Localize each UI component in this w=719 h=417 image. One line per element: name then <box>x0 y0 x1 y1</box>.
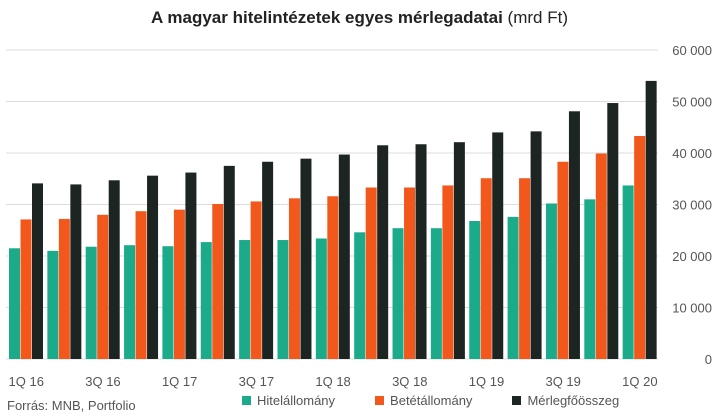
bar-hitelallomany <box>9 248 20 359</box>
bar-hitelallomany <box>162 246 174 359</box>
chart-title-unit: (mrd Ft) <box>507 8 568 27</box>
bar-betetallomany <box>97 214 109 359</box>
bar-betetallomany <box>365 187 377 359</box>
bar-hitelallomany <box>584 199 596 359</box>
bar-hitelallomany <box>392 228 404 359</box>
bar-betetallomany <box>173 209 185 359</box>
y-tick-label: 0 <box>705 352 712 367</box>
bar-betetallomany <box>442 185 454 359</box>
bar-betetallomany <box>288 198 300 359</box>
bar-hitelallomany <box>277 240 289 359</box>
bar-hitelallomany <box>430 228 442 359</box>
bar-hitelallomany <box>124 245 136 359</box>
bar-betetallomany <box>212 203 224 359</box>
bar-merlegfoosszeg <box>300 158 312 359</box>
bar-merlegfoosszeg <box>415 144 427 359</box>
legend-swatch-betetallomany <box>375 396 385 405</box>
x-tick-label: 3Q 16 <box>85 374 120 389</box>
bar-hitelallomany <box>200 242 212 359</box>
y-tick-label: 20 000 <box>672 249 712 264</box>
bar-merlegfoosszeg <box>70 184 82 359</box>
x-tick-label: 1Q 17 <box>162 374 197 389</box>
y-tick-label: 30 000 <box>672 198 712 213</box>
bar-merlegfoosszeg <box>262 161 274 359</box>
bar-hitelallomany <box>622 185 634 359</box>
bar-betetallomany <box>480 178 492 359</box>
bar-hitelallomany <box>545 203 557 359</box>
bar-hitelallomany <box>469 220 481 359</box>
x-tick-label: 1Q 20 <box>622 374 657 389</box>
bar-hitelallomany <box>239 240 251 359</box>
bar-betetallomany <box>327 196 339 359</box>
bar-merlegfoosszeg <box>568 111 580 359</box>
bar-merlegfoosszeg <box>32 183 43 359</box>
legend-item-merlegfoosszeg: Mérlegfőösszeg <box>512 393 619 408</box>
bar-betetallomany <box>135 211 147 359</box>
bar-merlegfoosszeg <box>453 142 465 359</box>
legend-label-hitelallomany: Hitelállomány <box>257 393 336 408</box>
y-tick-label: 10 000 <box>672 301 712 316</box>
bar-betetallomany <box>250 201 262 359</box>
bar-merlegfoosszeg <box>530 131 542 359</box>
legend-label-merlegfoosszeg: Mérlegfőösszeg <box>527 393 620 408</box>
y-tick-label: 60 000 <box>672 43 712 58</box>
legend-swatch-merlegfoosszeg <box>512 396 522 405</box>
bar-merlegfoosszeg <box>108 180 120 359</box>
source-note: Forrás: MNB, Portfolio <box>7 398 136 413</box>
bar-hitelallomany <box>354 232 366 359</box>
bar-betetallomany <box>557 161 569 359</box>
bar-merlegfoosszeg <box>147 175 159 359</box>
x-tick-label: 1Q 16 <box>9 374 44 389</box>
legend-item-hitelallomany: Hitelállomány <box>242 393 335 408</box>
x-tick-label: 1Q 19 <box>469 374 504 389</box>
bar-merlegfoosszeg <box>492 132 504 359</box>
bar-merlegfoosszeg <box>185 172 197 359</box>
x-tick-label: 3Q 17 <box>239 374 274 389</box>
bar-betetallomany <box>404 187 416 359</box>
legend-label-betetallomany: Betétállomány <box>390 393 473 408</box>
bar-betetallomany <box>634 136 646 359</box>
bar-betetallomany <box>595 153 607 359</box>
bar-betetallomany <box>58 218 70 359</box>
x-tick-label: 1Q 18 <box>315 374 350 389</box>
chart-title: A magyar hitelintézetek egyes mérlegadat… <box>0 8 719 28</box>
bar-hitelallomany <box>315 238 327 359</box>
bar-merlegfoosszeg <box>607 103 619 359</box>
legend-item-betetallomany: Betétállomány <box>375 393 472 408</box>
y-tick-label: 40 000 <box>672 146 712 161</box>
bar-merlegfoosszeg <box>645 80 657 360</box>
y-tick-label: 50 000 <box>672 95 712 110</box>
legend-swatch-hitelallomany <box>242 396 251 405</box>
bar-hitelallomany <box>85 246 97 359</box>
chart-title-main: A magyar hitelintézetek egyes mérlegadat… <box>151 8 503 27</box>
bar-betetallomany <box>519 178 531 359</box>
x-tick-label: 3Q 19 <box>545 374 580 389</box>
legend: Hitelállomány Betétállomány Mérlegfőössz… <box>242 393 659 408</box>
bar-merlegfoosszeg <box>377 145 389 359</box>
bar-hitelallomany <box>47 250 59 359</box>
bar-merlegfoosszeg <box>223 165 235 359</box>
bar-betetallomany <box>20 219 32 359</box>
bar-hitelallomany <box>507 216 519 359</box>
x-tick-label: 3Q 18 <box>392 374 427 389</box>
bar-merlegfoosszeg <box>338 154 350 359</box>
